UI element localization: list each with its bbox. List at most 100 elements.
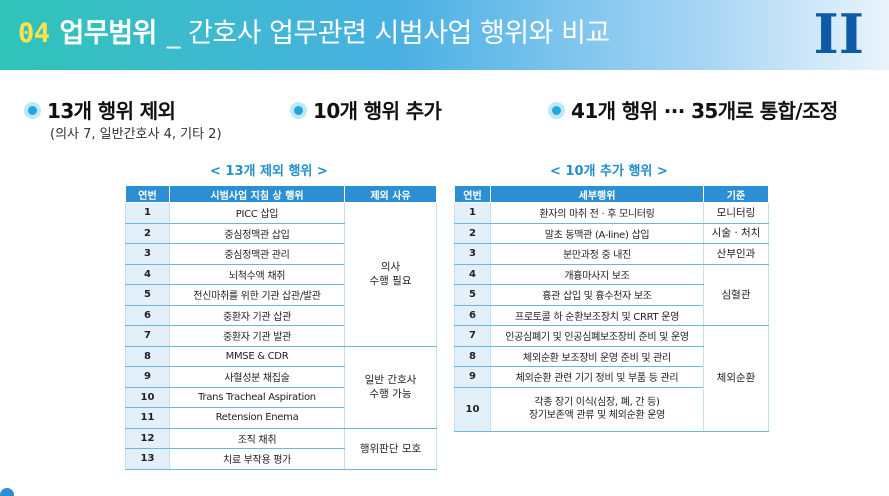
excluded-heading: 13개 행위 제외 bbox=[24, 95, 176, 124]
row-number: 12 bbox=[125, 427, 170, 449]
action-cell: 체외순환 보조장비 운영 준비 및 관리 bbox=[490, 345, 704, 367]
row-number: 6 bbox=[125, 304, 170, 326]
table-row: 13 치료 부작용 평가 bbox=[125, 448, 437, 470]
action-cell: 프로토콜 하 순환보조장치 및 CRRT 운영 bbox=[490, 304, 704, 326]
action-cell: 흉관 삽입 및 흉수천자 보조 bbox=[490, 284, 704, 306]
table-header-row: 연번 시범사업 지침 상 행위 제외 사유 bbox=[125, 185, 437, 203]
table-row: 8 체외순환 보조장비 운영 준비 및 관리 bbox=[454, 345, 769, 367]
action-cell: 조직 채취 bbox=[169, 427, 345, 449]
excluded-subtext: (의사 7, 일반간호사 4, 기타 2) bbox=[50, 127, 222, 142]
excluded-table-caption: < 13개 제외 행위 > bbox=[210, 164, 328, 179]
added-actions-table: 연번 세부행위 기준 1 환자의 마취 전 · 후 모니터링 모니터링 2 말초 동맥… bbox=[454, 185, 769, 432]
table-header-row: 연번 세부행위 기준 bbox=[454, 185, 769, 203]
row-number: 4 bbox=[454, 263, 491, 285]
criteria-cell: 시술 · 처치 bbox=[703, 222, 769, 244]
row-number: 1 bbox=[454, 202, 491, 224]
action-cell: 중심정맥관 관리 bbox=[169, 243, 345, 265]
action-cell: 치료 부작용 평가 bbox=[169, 448, 345, 470]
action-cell: Trans Tracheal Aspiration bbox=[169, 386, 345, 408]
row-number: 2 bbox=[454, 222, 491, 244]
row-number: 8 bbox=[125, 345, 170, 367]
row-number: 13 bbox=[125, 448, 170, 470]
table-row: 6 프로토콜 하 순환보조장치 및 CRRT 운영 bbox=[454, 304, 769, 326]
table-row: 1 환자의 마취 전 · 후 모니터링 모니터링 bbox=[454, 202, 769, 224]
table-row: 9 사혈성분 채집술 bbox=[125, 366, 437, 388]
reason-cell: 일반 간호사 수행 가능 bbox=[344, 345, 437, 429]
criteria-cell: 심혈관 bbox=[703, 263, 769, 326]
action-cell: 환자의 마취 전 · 후 모니터링 bbox=[490, 202, 704, 224]
action-cell: Retension Enema bbox=[169, 407, 345, 429]
table-row: 5 흉관 삽입 및 흉수천자 보조 bbox=[454, 284, 769, 306]
row-number: 3 bbox=[454, 243, 491, 265]
action-cell: 중환자 기관 삽관 bbox=[169, 304, 345, 326]
table-row: 4 뇌척수액 채취 bbox=[125, 263, 437, 285]
action-cell: 개흉마사지 보조 bbox=[490, 263, 704, 285]
corner-decoration bbox=[0, 488, 14, 496]
row-number: 9 bbox=[454, 366, 491, 388]
action-cell: 중심정맥관 삽입 bbox=[169, 222, 345, 244]
criteria-cell: 모니터링 bbox=[703, 202, 769, 224]
action-cell: 각종 장기 이식(심장, 폐, 간 등) 장기보존액 관류 및 체외순환 운영 bbox=[490, 386, 704, 432]
action-cell: 체외순환 관련 기기 정비 및 부품 등 관리 bbox=[490, 366, 704, 388]
header-cell: 연번 bbox=[125, 185, 170, 203]
row-number: 9 bbox=[125, 366, 170, 388]
table-row: 10 각종 장기 이식(심장, 폐, 간 등) 장기보존액 관류 및 체외순환 운영 bbox=[454, 386, 769, 432]
action-cell: 사혈성분 채집술 bbox=[169, 366, 345, 388]
row-number: 1 bbox=[125, 202, 170, 224]
table-row: 12 조직 채취 행위판단 모호 bbox=[125, 427, 437, 470]
section-title: _ 간호사 업무관련 시범사업 행위와 비교 bbox=[166, 18, 610, 49]
table-row: 10 Trans Tracheal Aspiration bbox=[125, 386, 437, 408]
table-row: 7 인공심폐기 및 인공심폐보조장비 준비 및 운영 체외순환 bbox=[454, 325, 769, 432]
row-number: 11 bbox=[125, 407, 170, 429]
action-cell: 인공심폐기 및 인공심폐보조장비 준비 및 운영 bbox=[490, 325, 704, 347]
row-number: 8 bbox=[454, 345, 491, 367]
table-row: 4 개흉마사지 보조 심혈관 bbox=[454, 263, 769, 326]
row-number: 5 bbox=[454, 284, 491, 306]
table-row: 8 MMSE & CDR 일반 간호사 수행 가능 bbox=[125, 345, 437, 429]
row-number: 10 bbox=[125, 386, 170, 408]
row-number: 4 bbox=[125, 263, 170, 285]
title-banner: 04 업무범위 _ 간호사 업무관련 시범사업 행위와 비교 II bbox=[0, 0, 889, 70]
header-cell: 기준 bbox=[703, 185, 769, 203]
page-title: 04 업무범위 _ 간호사 업무관련 시범사업 행위와 비교 bbox=[18, 14, 610, 54]
row-number: 5 bbox=[125, 284, 170, 306]
row-number: 2 bbox=[125, 222, 170, 244]
added-heading: 10개 행위 추가 bbox=[290, 95, 442, 124]
table-row: 2 중심정맥관 삽입 bbox=[125, 222, 437, 244]
table-row: 6 중환자 기관 삽관 bbox=[125, 304, 437, 326]
row-number: 6 bbox=[454, 304, 491, 326]
action-cell: 말초 동맥관 (A-line) 삽입 bbox=[490, 222, 704, 244]
table-row: 3 분만과정 중 내진 산부인과 bbox=[454, 243, 769, 265]
table-row: 1 PICC 삽입 의사 수행 필요 bbox=[125, 202, 437, 347]
action-cell: 분만과정 중 내진 bbox=[490, 243, 704, 265]
row-number: 3 bbox=[125, 243, 170, 265]
table-row: 2 말초 동맥관 (A-line) 삽입 시술 · 처치 bbox=[454, 222, 769, 244]
table-row: 5 전신마취를 위한 기관 삽관/발관 bbox=[125, 284, 437, 306]
bullet-icon bbox=[24, 102, 41, 119]
header-cell: 세부행위 bbox=[490, 185, 704, 203]
row-number: 7 bbox=[454, 325, 491, 347]
action-cell: 중환자 기관 발관 bbox=[169, 325, 345, 347]
section-number: 04 bbox=[18, 18, 50, 49]
header-cell: 시범사업 지침 상 행위 bbox=[169, 185, 345, 203]
criteria-cell: 체외순환 bbox=[703, 325, 769, 432]
bullet-icon bbox=[548, 102, 565, 119]
action-cell: PICC 삽입 bbox=[169, 202, 345, 224]
chapter-roman-numeral: II bbox=[813, 2, 864, 66]
table-row: 7 중환자 기관 발관 bbox=[125, 325, 437, 347]
reason-cell: 행위판단 모호 bbox=[344, 427, 437, 470]
row-number: 7 bbox=[125, 325, 170, 347]
reason-cell: 의사 수행 필요 bbox=[344, 202, 437, 347]
added-table-caption: < 10개 추가 행위 > bbox=[550, 164, 668, 179]
action-cell: 전신마취를 위한 기관 삽관/발관 bbox=[169, 284, 345, 306]
excluded-actions-table: 연번 시범사업 지침 상 행위 제외 사유 1 PICC 삽입 의사 수행 필요 2… bbox=[125, 185, 437, 470]
header-cell: 제외 사유 bbox=[344, 185, 437, 203]
action-cell: MMSE & CDR bbox=[169, 345, 345, 367]
bullet-icon bbox=[290, 102, 307, 119]
criteria-cell: 산부인과 bbox=[703, 243, 769, 265]
header-cell: 연번 bbox=[454, 185, 491, 203]
section-keyword: 업무범위 bbox=[59, 18, 158, 49]
row-number: 10 bbox=[454, 386, 491, 432]
action-cell: 뇌척수액 채취 bbox=[169, 263, 345, 285]
merged-heading: 41개 행위 ··· 35개로 통합/조정 bbox=[548, 95, 838, 124]
